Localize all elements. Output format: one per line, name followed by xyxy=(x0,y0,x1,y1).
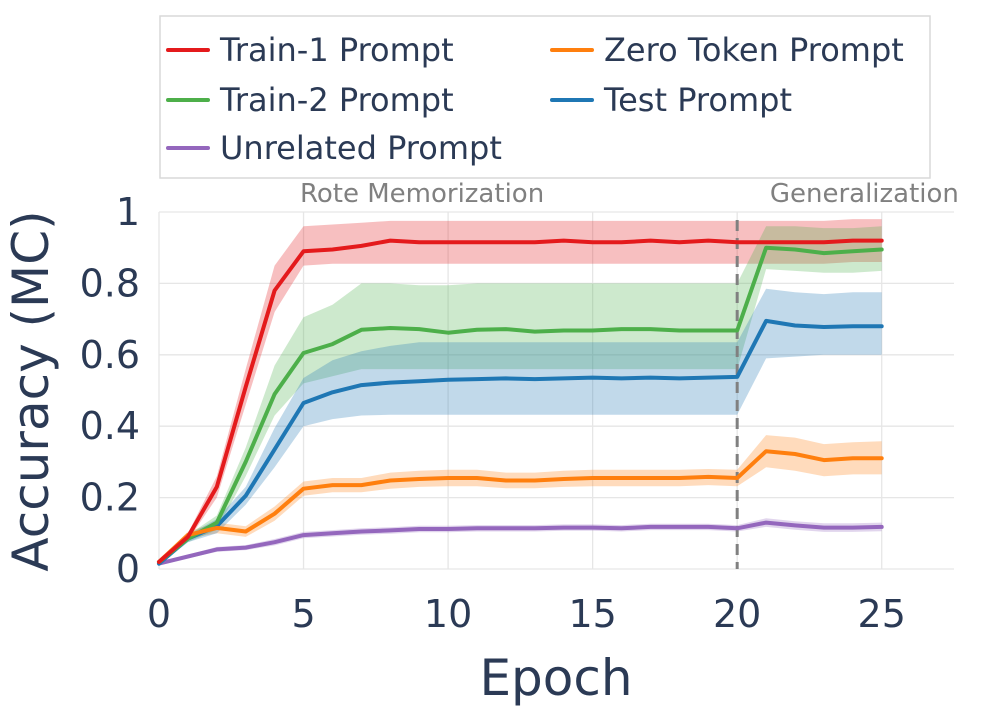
y-tick-label: 1 xyxy=(116,190,140,234)
band-train-1-prompt xyxy=(159,219,882,564)
x-axis-title: Epoch xyxy=(479,649,632,707)
y-tick-label: 0.6 xyxy=(80,333,140,377)
confidence-bands xyxy=(159,219,882,566)
x-tick-label: 10 xyxy=(424,592,472,636)
line-unrelated-prompt xyxy=(157,520,884,566)
band-test-prompt xyxy=(159,288,882,566)
band-zero-token-prompt xyxy=(159,435,882,564)
band-train-2-prompt xyxy=(159,226,882,564)
line-zero-token-prompt xyxy=(157,449,884,564)
series-lines xyxy=(157,238,884,566)
legend-label-unrelated-prompt: Unrelated Prompt xyxy=(220,129,502,167)
y-tick-label: 0.2 xyxy=(80,476,140,520)
x-tick-label: 20 xyxy=(713,592,761,636)
y-tick-label: 0.8 xyxy=(80,261,140,305)
x-tick-label: 5 xyxy=(291,592,315,636)
band-unrelated-prompt xyxy=(159,518,882,566)
legend-label-train-1-prompt: Train-1 Prompt xyxy=(219,31,454,69)
line-test-prompt xyxy=(157,318,884,566)
y-tick-label: 0.4 xyxy=(80,404,140,448)
legend: Train-1 Prompt Zero Token Prompt Train-2 P… xyxy=(159,15,931,179)
line-train-2-prompt xyxy=(157,245,884,564)
annotation-rote-memorization: Rote Memorization xyxy=(300,179,544,209)
line-train-1-prompt xyxy=(157,238,884,564)
y-axis-title: Accuracy (MC) xyxy=(2,210,60,571)
x-tick-label: 15 xyxy=(568,592,616,636)
y-tick-label: 0 xyxy=(116,547,140,591)
phase-annotations: Rote Memorization Generalization xyxy=(300,179,959,209)
x-tick-label: 0 xyxy=(147,592,171,636)
legend-frame xyxy=(159,15,931,179)
legend-label-train-2-prompt: Train-2 Prompt xyxy=(219,81,454,119)
x-tick-label: 25 xyxy=(858,592,906,636)
legend-label-zero-token-prompt: Zero Token Prompt xyxy=(604,31,904,69)
legend-label-test-prompt: Test Prompt xyxy=(603,81,792,119)
tick-labels: 00.20.40.60.810 5 10 15 20 25 xyxy=(80,190,906,636)
annotation-generalization: Generalization xyxy=(770,179,959,209)
